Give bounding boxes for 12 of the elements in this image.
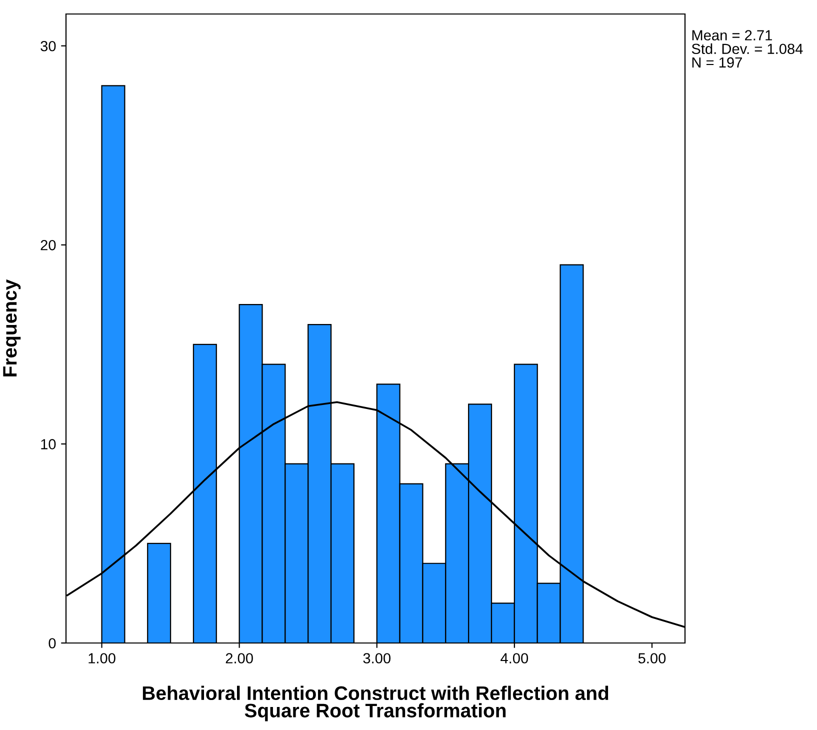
- y-tick-label: 0: [48, 638, 56, 648]
- x-tick-label: 5.00: [638, 653, 666, 664]
- y-tick-label: 20: [40, 240, 56, 250]
- x-tick-label: 1.00: [88, 653, 116, 664]
- y-axis-title: Frequency: [3, 279, 21, 376]
- x-tick-label: 4.00: [500, 653, 528, 664]
- x-tick-label: 2.00: [226, 653, 253, 664]
- y-tick-label: 10: [41, 439, 56, 450]
- text: Mean = 2.71 Std. Dev. = 1.084 N = 197: [692, 30, 803, 68]
- x-axis-title: Behavioral Intention Construct with Reflection and Square Root Transformation: [142, 686, 608, 722]
- x-tick-label: 3.00: [363, 653, 390, 664]
- y-tick-label: 30: [40, 40, 56, 52]
